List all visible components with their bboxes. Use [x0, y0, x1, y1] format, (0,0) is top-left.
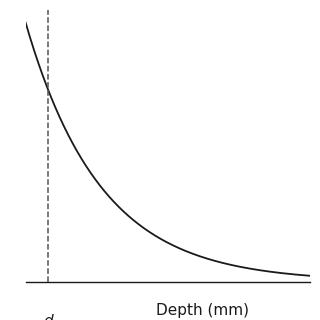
Text: d: d [44, 314, 53, 320]
X-axis label: Depth (mm): Depth (mm) [156, 303, 249, 318]
